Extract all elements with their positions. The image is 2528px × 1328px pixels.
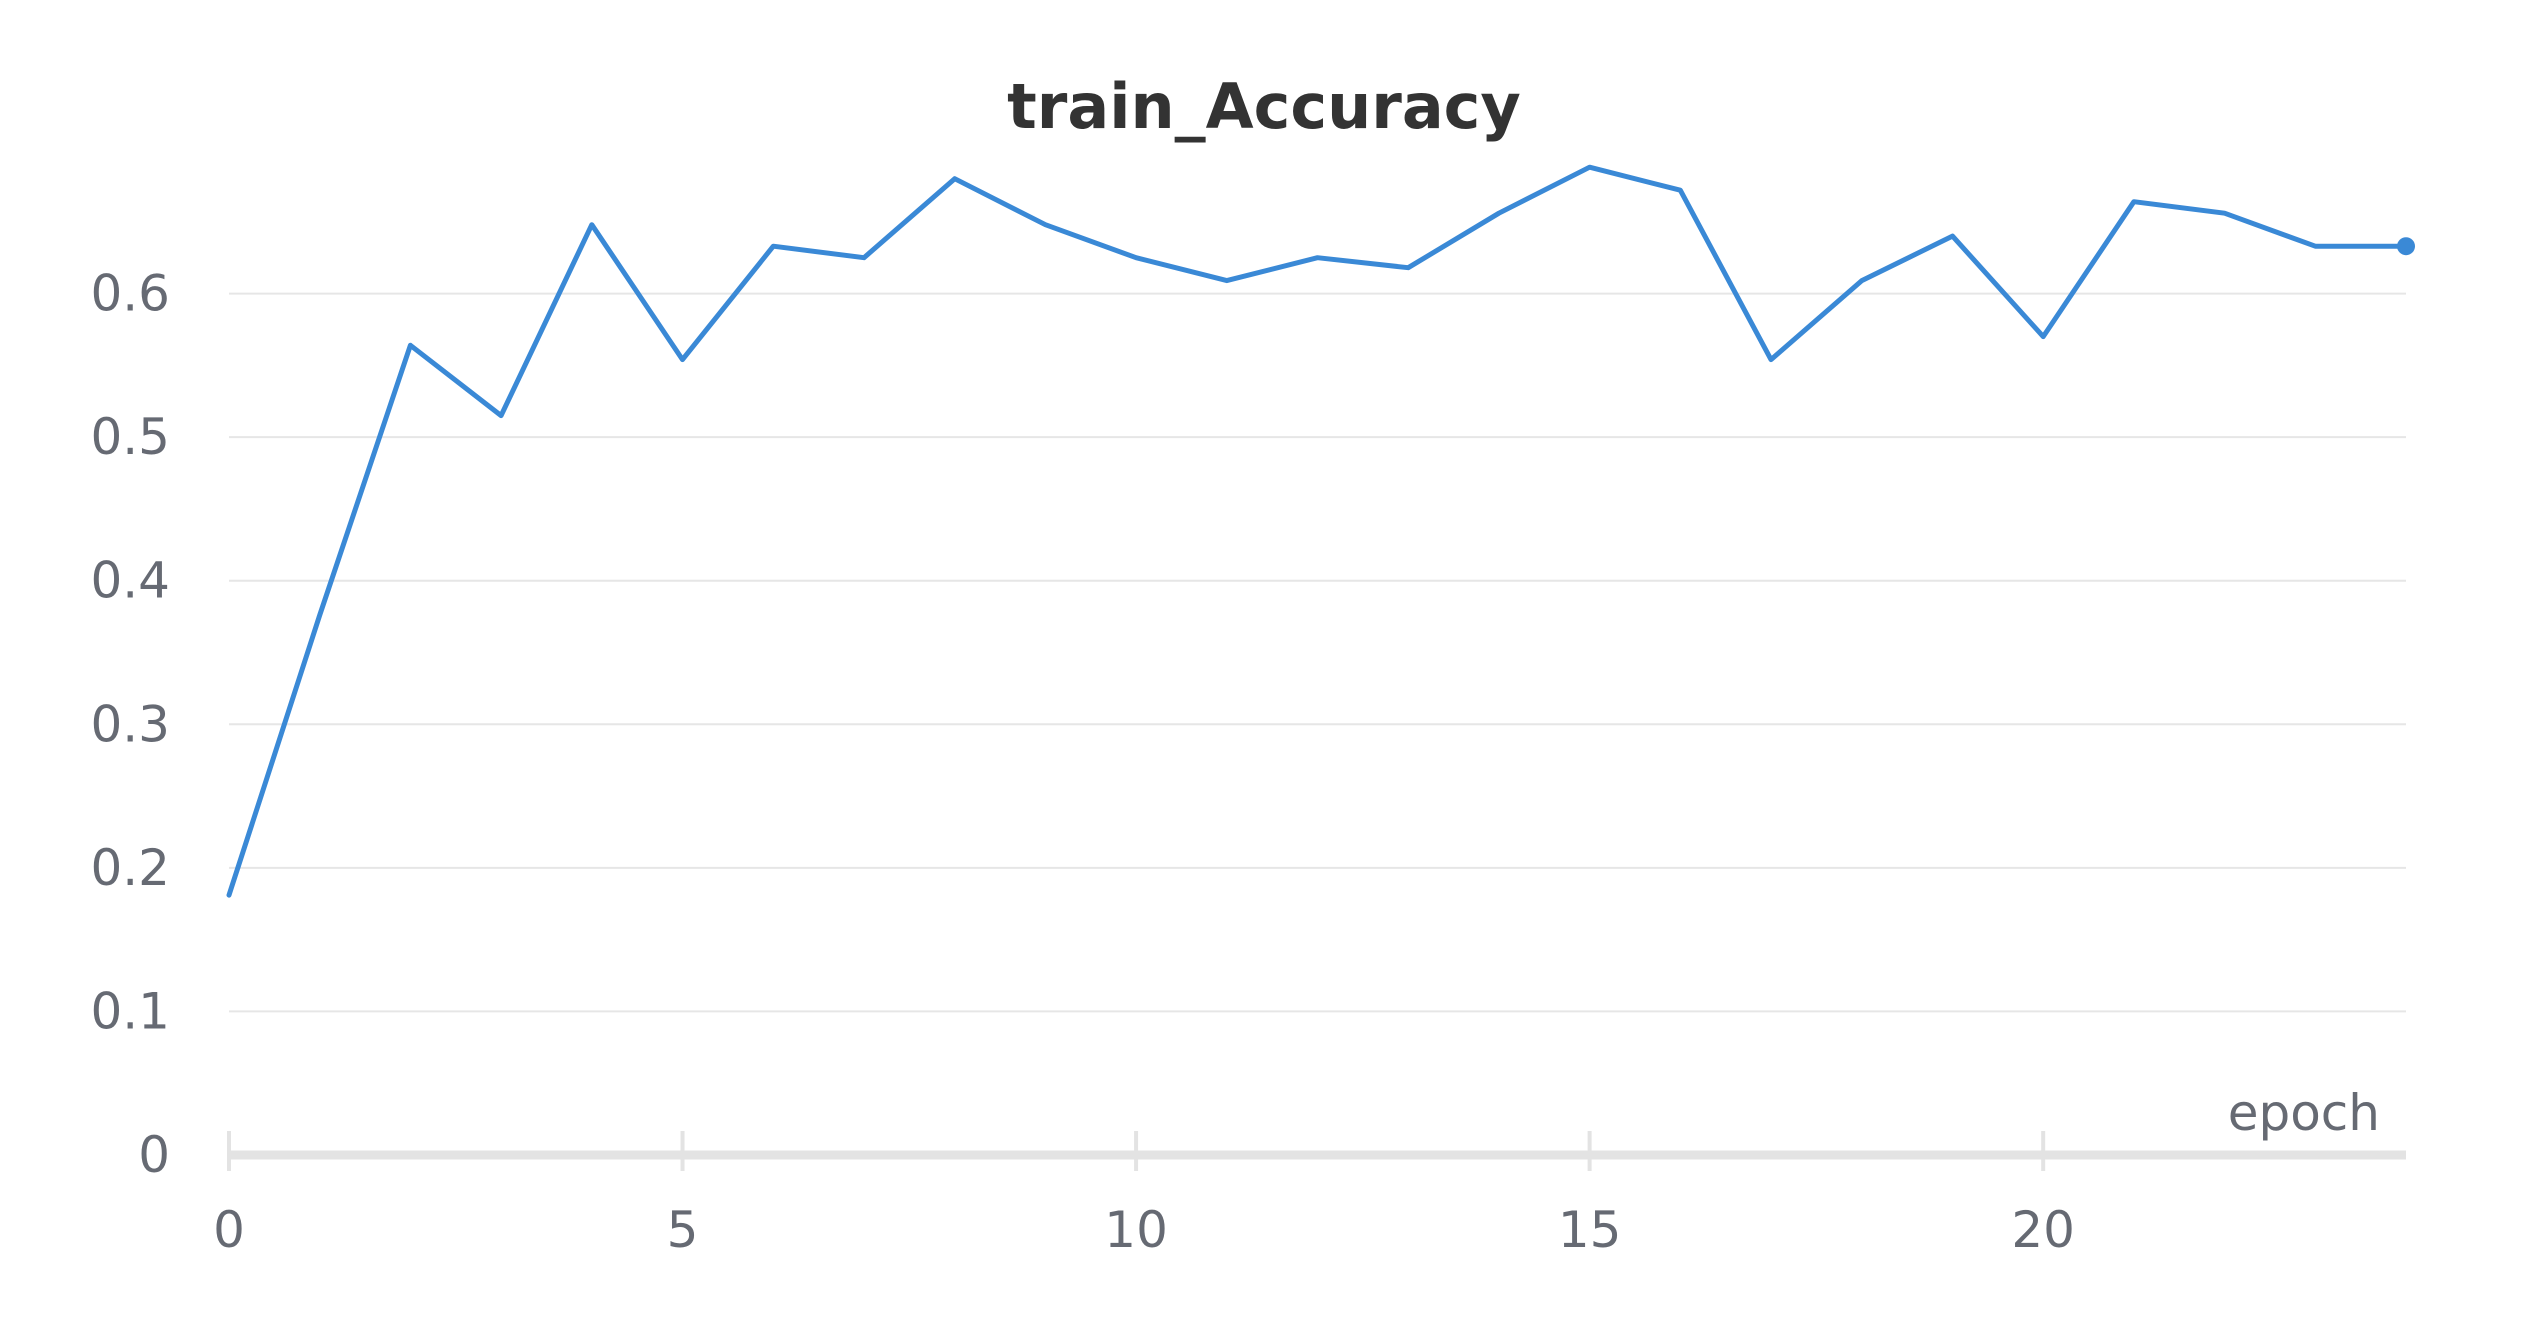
x-axis <box>227 1131 2406 1171</box>
x-tick-label: 5 <box>667 1201 699 1259</box>
y-axis-tick-labels: 0 0.1 0.2 0.3 0.4 0.5 0.6 <box>90 265 170 1184</box>
y-tick-label: 0 <box>138 1126 170 1184</box>
y-tick-label: 0.6 <box>90 265 170 323</box>
chart-title: train_Accuracy <box>1007 70 1521 143</box>
x-tick-label: 15 <box>1558 1201 1622 1259</box>
series-layer <box>226 164 2415 898</box>
x-tick-label: 20 <box>2011 1201 2075 1259</box>
y-tick-label: 0.3 <box>90 695 170 753</box>
y-tick-label: 0.2 <box>90 839 170 897</box>
series-end-point <box>2397 237 2415 256</box>
x-tick-label: 10 <box>1104 1201 1168 1259</box>
series-line <box>226 164 2409 898</box>
y-tick-label: 0.4 <box>90 552 170 610</box>
y-tick-label: 0.1 <box>90 982 170 1040</box>
y-tick-label: 0.5 <box>90 408 170 466</box>
x-axis-tick-labels: 0 5 10 15 20 <box>213 1201 2075 1259</box>
x-axis-label: epoch <box>2228 1084 2380 1142</box>
gridlines <box>229 292 2406 1013</box>
x-tick-label: 0 <box>213 1201 245 1259</box>
